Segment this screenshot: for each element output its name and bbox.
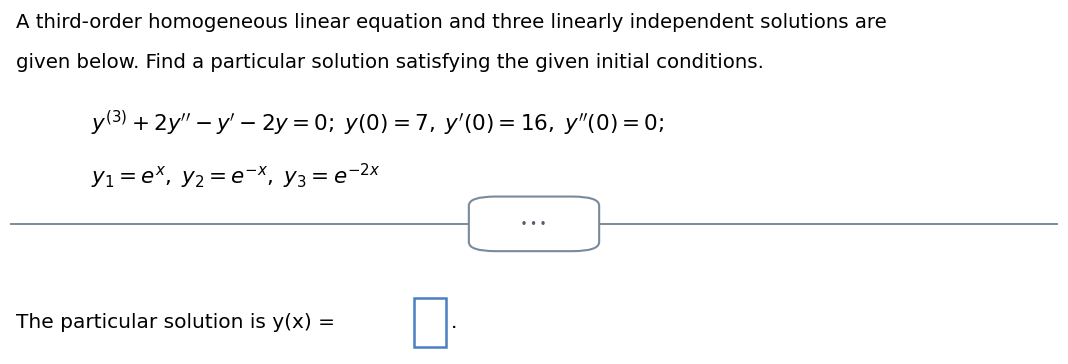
Text: $y^{(3)} + 2y'' - y' - 2y = 0;\; y(0) = 7,\; y'(0) = 16,\; y''(0) = 0;$: $y^{(3)} + 2y'' - y' - 2y = 0;\; y(0) = … [91, 109, 664, 138]
Text: A third-order homogeneous linear equation and three linearly independent solutio: A third-order homogeneous linear equatio… [16, 13, 886, 32]
FancyBboxPatch shape [414, 298, 446, 347]
Text: The particular solution is y(x) =: The particular solution is y(x) = [16, 313, 335, 332]
Text: .: . [451, 313, 457, 332]
Text: $y_1 = e^x,\; y_2 = e^{-x},\; y_3 = e^{-2x}$: $y_1 = e^x,\; y_2 = e^{-x},\; y_3 = e^{-… [91, 162, 380, 191]
Text: given below. Find a particular solution satisfying the given initial conditions.: given below. Find a particular solution … [16, 53, 764, 72]
Text: • • •: • • • [521, 219, 547, 229]
FancyBboxPatch shape [469, 197, 599, 251]
